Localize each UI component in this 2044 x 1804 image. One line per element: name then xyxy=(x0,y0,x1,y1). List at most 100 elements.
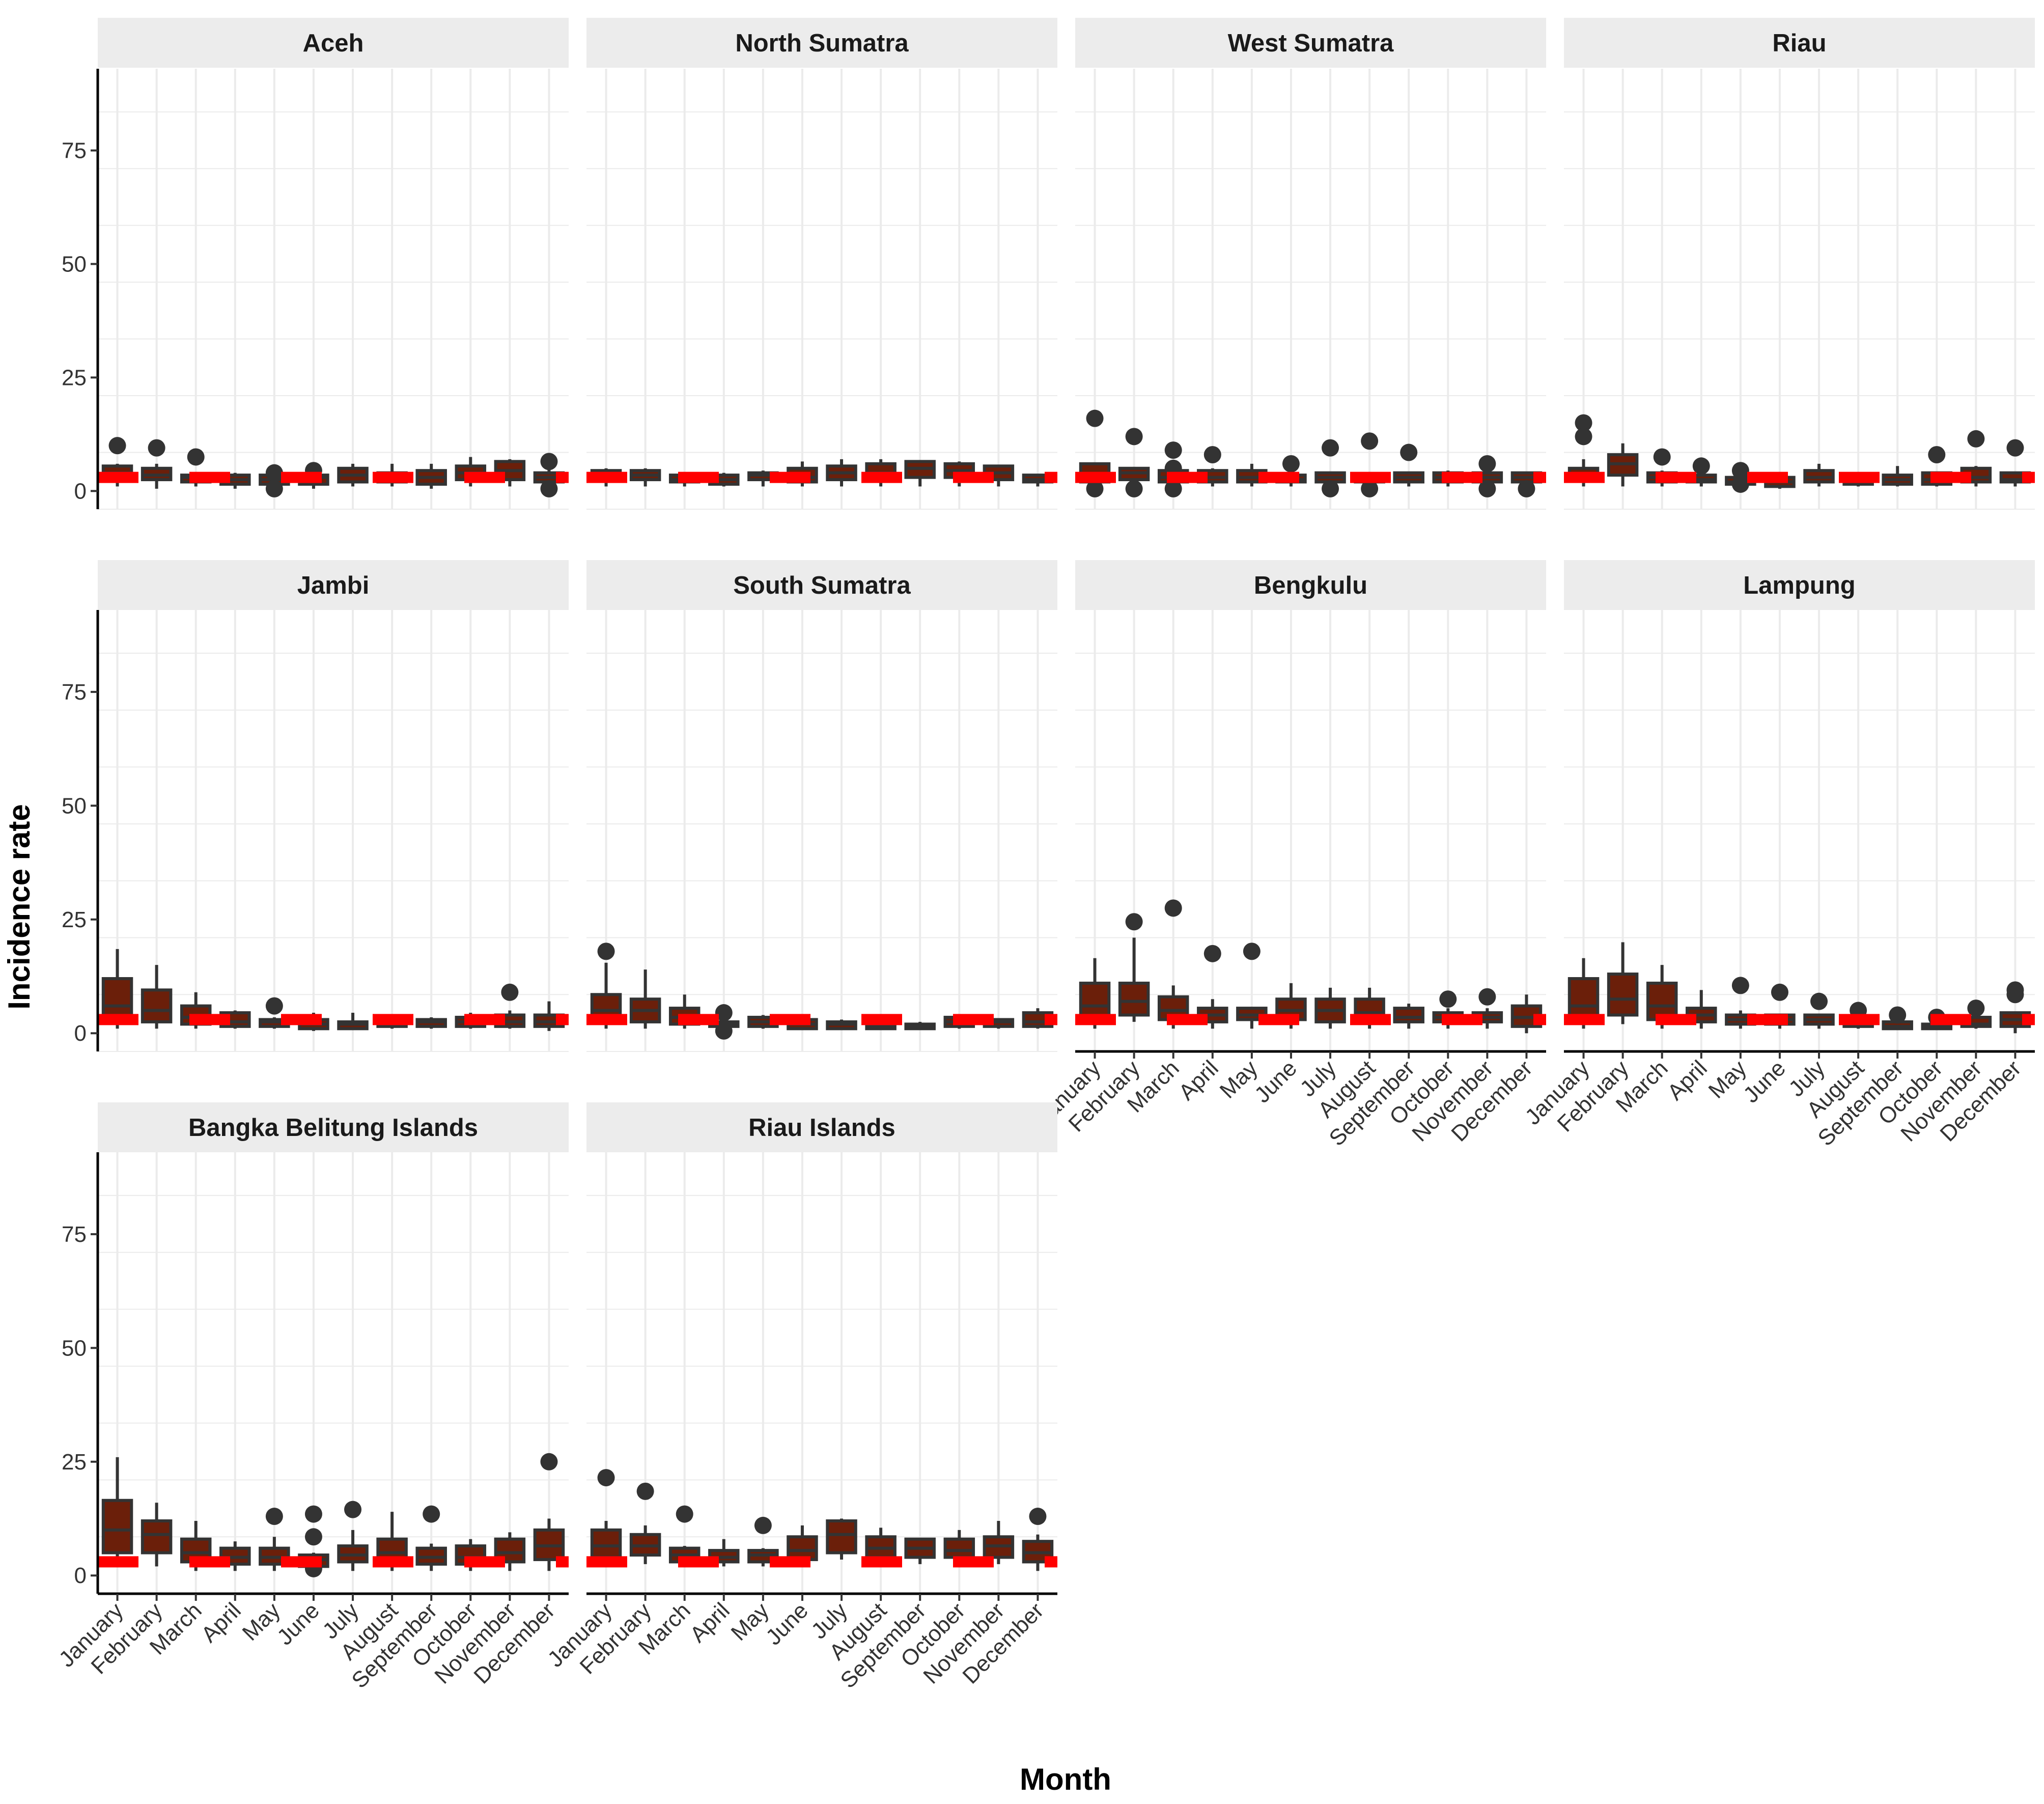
outlier-point xyxy=(1478,455,1496,473)
strip-label: Riau xyxy=(1772,30,1826,57)
outlier-point xyxy=(1125,480,1143,497)
box xyxy=(1607,973,1639,1017)
y-tick-label: 75 xyxy=(62,680,87,705)
outlier-point xyxy=(676,1505,693,1523)
outlier-point xyxy=(1478,988,1496,1006)
strip-background xyxy=(1075,560,1546,610)
strip-background xyxy=(98,560,569,610)
outlier-point xyxy=(715,1004,733,1022)
outlier-point xyxy=(265,480,283,497)
panel-lampung: LampungJanuaryFebruaryMarchAprilMayJuneJ… xyxy=(1520,560,2035,1151)
box xyxy=(141,988,173,1023)
outlier-point xyxy=(1282,455,1300,473)
outlier-point xyxy=(1731,462,1749,480)
strip-label: Bengkulu xyxy=(1254,572,1367,599)
outlier-point xyxy=(148,439,165,457)
box xyxy=(1079,981,1111,1021)
outlier-point xyxy=(754,1516,772,1534)
outlier-point xyxy=(1575,428,1592,446)
outlier-point xyxy=(540,480,558,497)
strip-label: Lampung xyxy=(1743,572,1855,599)
panel-riau: Riau xyxy=(1564,18,2035,510)
y-tick-label: 0 xyxy=(74,1021,87,1046)
outlier-point xyxy=(597,1469,615,1487)
x-axis-title: Month xyxy=(1020,1762,1111,1796)
outlier-point xyxy=(1125,428,1143,446)
outlier-point xyxy=(1086,409,1104,427)
box xyxy=(826,1519,857,1555)
outlier-point xyxy=(187,448,205,466)
outlier-point xyxy=(1478,480,1496,497)
y-tick-label: 75 xyxy=(62,138,87,163)
outlier-point xyxy=(540,1453,558,1470)
panel-riau-islands: Riau IslandsJanuaryFebruaryMarchAprilMay… xyxy=(543,1102,1057,1693)
x-tick-label: April xyxy=(197,1598,246,1647)
outlier-point xyxy=(1361,480,1379,497)
box xyxy=(943,1537,975,1559)
outlier-point xyxy=(1125,913,1143,931)
outlier-point xyxy=(265,997,283,1015)
y-tick-label: 75 xyxy=(62,1222,87,1247)
strip-label: North Sumatra xyxy=(735,30,909,57)
outlier-point xyxy=(1439,990,1457,1008)
panel-south-sumatra: South Sumatra xyxy=(586,560,1057,1052)
outlier-point xyxy=(1361,432,1379,450)
panel-bengkulu: BengkuluJanuaryFebruaryMarchAprilMayJune… xyxy=(1031,560,1546,1151)
box xyxy=(590,1528,622,1559)
strip-label: Bangka Belitung Islands xyxy=(188,1114,478,1142)
outlier-point xyxy=(344,1501,362,1518)
outlier-point xyxy=(1967,430,1985,448)
outlier-point xyxy=(1322,439,1339,457)
strip-background xyxy=(586,18,1057,68)
outlier-point xyxy=(2006,439,2024,457)
strip-label: West Sumatra xyxy=(1228,30,1394,57)
x-tick-label: June xyxy=(1250,1056,1302,1107)
y-tick-label: 50 xyxy=(62,793,87,818)
x-tick-label: April xyxy=(1663,1056,1712,1105)
outlier-point xyxy=(636,1482,654,1500)
outlier-point xyxy=(1029,1508,1047,1525)
outlier-point xyxy=(1400,443,1418,461)
outlier-point xyxy=(1164,899,1182,917)
outlier-point xyxy=(265,464,283,482)
outlier-point xyxy=(423,1505,440,1523)
outlier-point xyxy=(1203,446,1221,463)
outlier-point xyxy=(1243,942,1261,960)
outlier-point xyxy=(1203,945,1221,962)
outlier-point xyxy=(1086,480,1104,497)
outlier-point xyxy=(1810,992,1828,1010)
strip-background xyxy=(586,1102,1057,1152)
outlier-point xyxy=(1164,480,1182,497)
outlier-point xyxy=(1575,414,1592,432)
y-tick-label: 50 xyxy=(62,252,87,276)
y-tick-label: 0 xyxy=(74,1563,87,1588)
panel-jambi: Jambi 0 25 50 75 xyxy=(62,560,569,1052)
panel-aceh: Aceh 0 25 50 75 xyxy=(62,18,569,510)
outlier-point xyxy=(1518,480,1535,497)
strip-background xyxy=(1564,560,2035,610)
outlier-point xyxy=(1692,457,1710,475)
outlier-point xyxy=(501,983,519,1001)
x-tick-label: April xyxy=(1174,1056,1223,1105)
y-tick-label: 25 xyxy=(62,1450,87,1475)
outlier-point xyxy=(540,453,558,470)
outlier-point xyxy=(1322,480,1339,497)
outlier-point xyxy=(1928,446,1946,463)
panel-bangka-belitung-islands: Bangka Belitung Islands0255075JanuaryFeb… xyxy=(54,1102,569,1693)
outlier-point xyxy=(1967,1000,1985,1017)
outlier-point xyxy=(108,437,126,455)
y-tick-label: 0 xyxy=(74,479,87,504)
outlier-point xyxy=(1164,441,1182,459)
outlier-point xyxy=(1771,983,1788,1001)
outlier-point xyxy=(1731,475,1749,493)
box xyxy=(1646,981,1678,1021)
strip-label: Jambi xyxy=(297,572,370,599)
box xyxy=(141,1519,173,1555)
box xyxy=(1393,1007,1424,1023)
strip-background xyxy=(98,1102,569,1152)
strip-label: Riau Islands xyxy=(748,1114,895,1142)
y-axis-title: Incidence rate xyxy=(2,804,36,1010)
x-tick-label: June xyxy=(761,1598,813,1650)
y-tick-label: 25 xyxy=(62,907,87,932)
